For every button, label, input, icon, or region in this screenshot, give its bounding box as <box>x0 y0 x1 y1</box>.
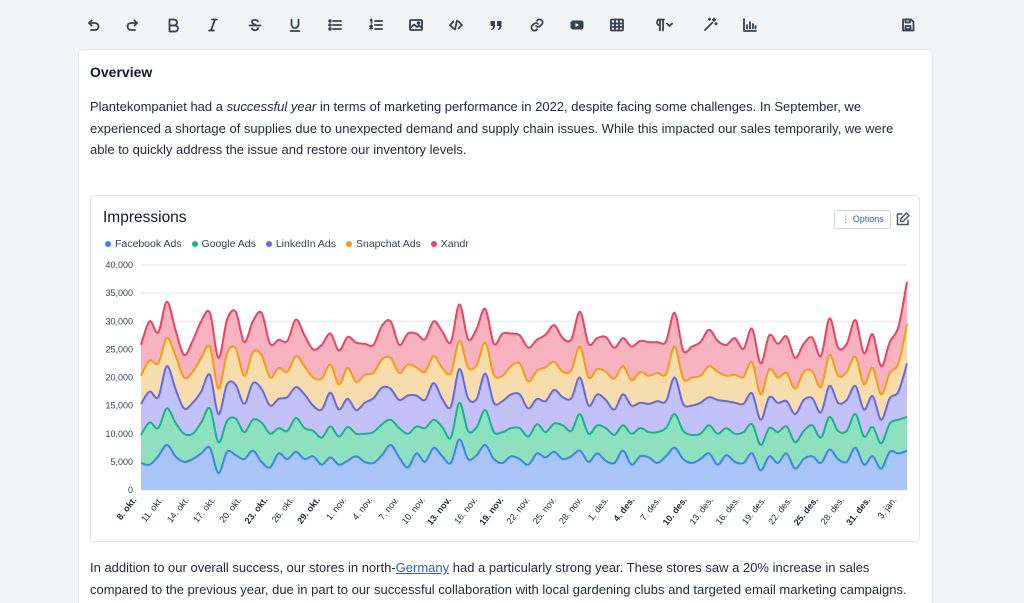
y-tick-label: 15,000 <box>105 401 133 411</box>
y-tick-label: 5,000 <box>110 457 133 467</box>
bullet-list-icon[interactable] <box>323 13 347 37</box>
strikethrough-icon[interactable] <box>243 13 267 37</box>
x-tick-label: 13. des. <box>688 495 716 526</box>
germany-link[interactable]: Germany <box>395 560 450 575</box>
editor-content[interactable]: Overview Plantekompaniet had a successfu… <box>79 50 932 603</box>
chart-legend: Facebook Ads Google Ads LinkedIn Ads Snapch… <box>105 238 469 250</box>
legend-dot <box>430 241 437 247</box>
code-icon[interactable] <box>444 13 468 37</box>
x-tick-label: 13. nov. <box>425 495 453 527</box>
x-tick-label: 28. nov. <box>557 495 584 526</box>
x-tick-label: 29. okt. <box>295 495 322 526</box>
image-icon[interactable] <box>404 13 428 37</box>
second-paragraph: In addition to our overall success, our … <box>90 560 907 597</box>
x-tick-label: 22. des. <box>766 495 794 526</box>
x-tick-label: 11. okt. <box>139 495 165 524</box>
y-tick-label: 10,000 <box>105 429 133 439</box>
line-facebook-ads <box>140 438 908 475</box>
legend-label: Snapchat Ads <box>355 238 421 250</box>
intro-paragraph: Plantekompaniet had a successful year in… <box>90 99 894 157</box>
italic-icon[interactable] <box>201 13 225 37</box>
y-tick-label: 20,000 <box>105 373 133 383</box>
chart-block: Impressions ⋮ Options Facebook Ads Google… <box>90 195 920 542</box>
x-tick-label: 20. okt. <box>217 495 243 524</box>
emphasis-text: successful year <box>226 99 317 114</box>
x-tick-label: 4. des. <box>611 495 636 523</box>
legend-dot <box>105 241 111 247</box>
paragraph-dropdown[interactable] <box>648 13 678 37</box>
x-tick-label: 26. okt. <box>270 495 296 524</box>
x-tick-label: 10. des. <box>661 495 689 527</box>
chart-options-button[interactable]: ⋮ Options <box>834 210 891 229</box>
ordered-list-icon[interactable] <box>364 13 388 37</box>
legend-label: LinkedIn Ads <box>275 238 336 250</box>
x-tick-label: 7. des. <box>638 495 663 522</box>
magic-wand-icon[interactable] <box>698 13 722 37</box>
line-linkedin-ads <box>140 363 908 421</box>
y-tick-label: 35,000 <box>105 288 133 298</box>
legend-dot <box>265 241 272 247</box>
x-tick-label: 8. okt. <box>115 495 139 522</box>
undo-icon[interactable] <box>81 13 105 37</box>
x-tick-label: 7. nov. <box>377 495 401 522</box>
x-tick-label: 31. des. <box>844 495 872 527</box>
editor-toolbar <box>0 0 1024 50</box>
x-tick-label: 4. nov. <box>350 495 374 522</box>
x-tick-label: 25. des. <box>792 495 820 527</box>
bold-icon[interactable] <box>161 13 185 37</box>
legend-dot <box>191 241 198 247</box>
line-xandr <box>140 281 908 368</box>
legend-item[interactable]: LinkedIn Ads <box>265 238 336 250</box>
x-tick-label: 1. des. <box>586 495 611 522</box>
chart-icon[interactable] <box>738 13 762 37</box>
x-tick-label: 14. okt. <box>165 495 191 524</box>
x-tick-label: 25. nov. <box>531 495 558 526</box>
legend-item[interactable]: Snapchat Ads <box>345 238 421 250</box>
y-tick-label: 25,000 <box>105 344 133 354</box>
x-tick-label: 16. des. <box>714 495 742 526</box>
x-tick-label: 28. des. <box>819 495 847 526</box>
edit-icon[interactable] <box>895 211 911 227</box>
y-tick-label: 0 <box>128 485 133 495</box>
y-tick-label: 40,000 <box>105 260 133 270</box>
x-tick-label: 19. des. <box>740 495 768 526</box>
legend-label: Google Ads <box>201 238 256 250</box>
chart-plot: 40,000 35,000 30,000 25,000 20,000 15,000 10,0… <box>105 260 908 527</box>
line-snapchat-ads <box>140 323 908 396</box>
x-tick-label: 1. nov. <box>324 495 348 522</box>
legend-item[interactable]: Facebook Ads <box>105 238 182 250</box>
legend-label: Xandr <box>440 238 469 250</box>
chart-title: Impressions <box>103 209 187 226</box>
legend-label: Facebook Ads <box>115 238 182 250</box>
x-tick-label: 23. okt. <box>243 495 270 526</box>
legend-dot <box>345 241 352 247</box>
section-heading: Overview <box>90 64 153 80</box>
x-tick-label: 19. nov. <box>477 495 505 527</box>
save-icon[interactable] <box>896 13 920 37</box>
link-icon[interactable] <box>525 13 549 37</box>
x-tick-label: 10. nov. <box>400 495 427 526</box>
area-facebook-ads <box>141 439 907 490</box>
x-tick-label: 3. jan. <box>876 495 899 520</box>
legend-item[interactable]: Xandr <box>430 238 469 250</box>
table-icon[interactable] <box>605 13 629 37</box>
x-tick-label: 22. nov. <box>504 495 531 526</box>
legend-item[interactable]: Google Ads <box>191 238 256 250</box>
x-tick-label: 17. okt. <box>191 495 217 524</box>
youtube-icon[interactable] <box>565 13 589 37</box>
redo-icon[interactable] <box>121 13 145 37</box>
line-google-ads <box>140 401 908 446</box>
quote-icon[interactable] <box>484 13 508 37</box>
y-tick-label: 30,000 <box>105 316 133 326</box>
underline-icon[interactable] <box>283 13 307 37</box>
x-tick-label: 16. nov. <box>452 495 479 526</box>
